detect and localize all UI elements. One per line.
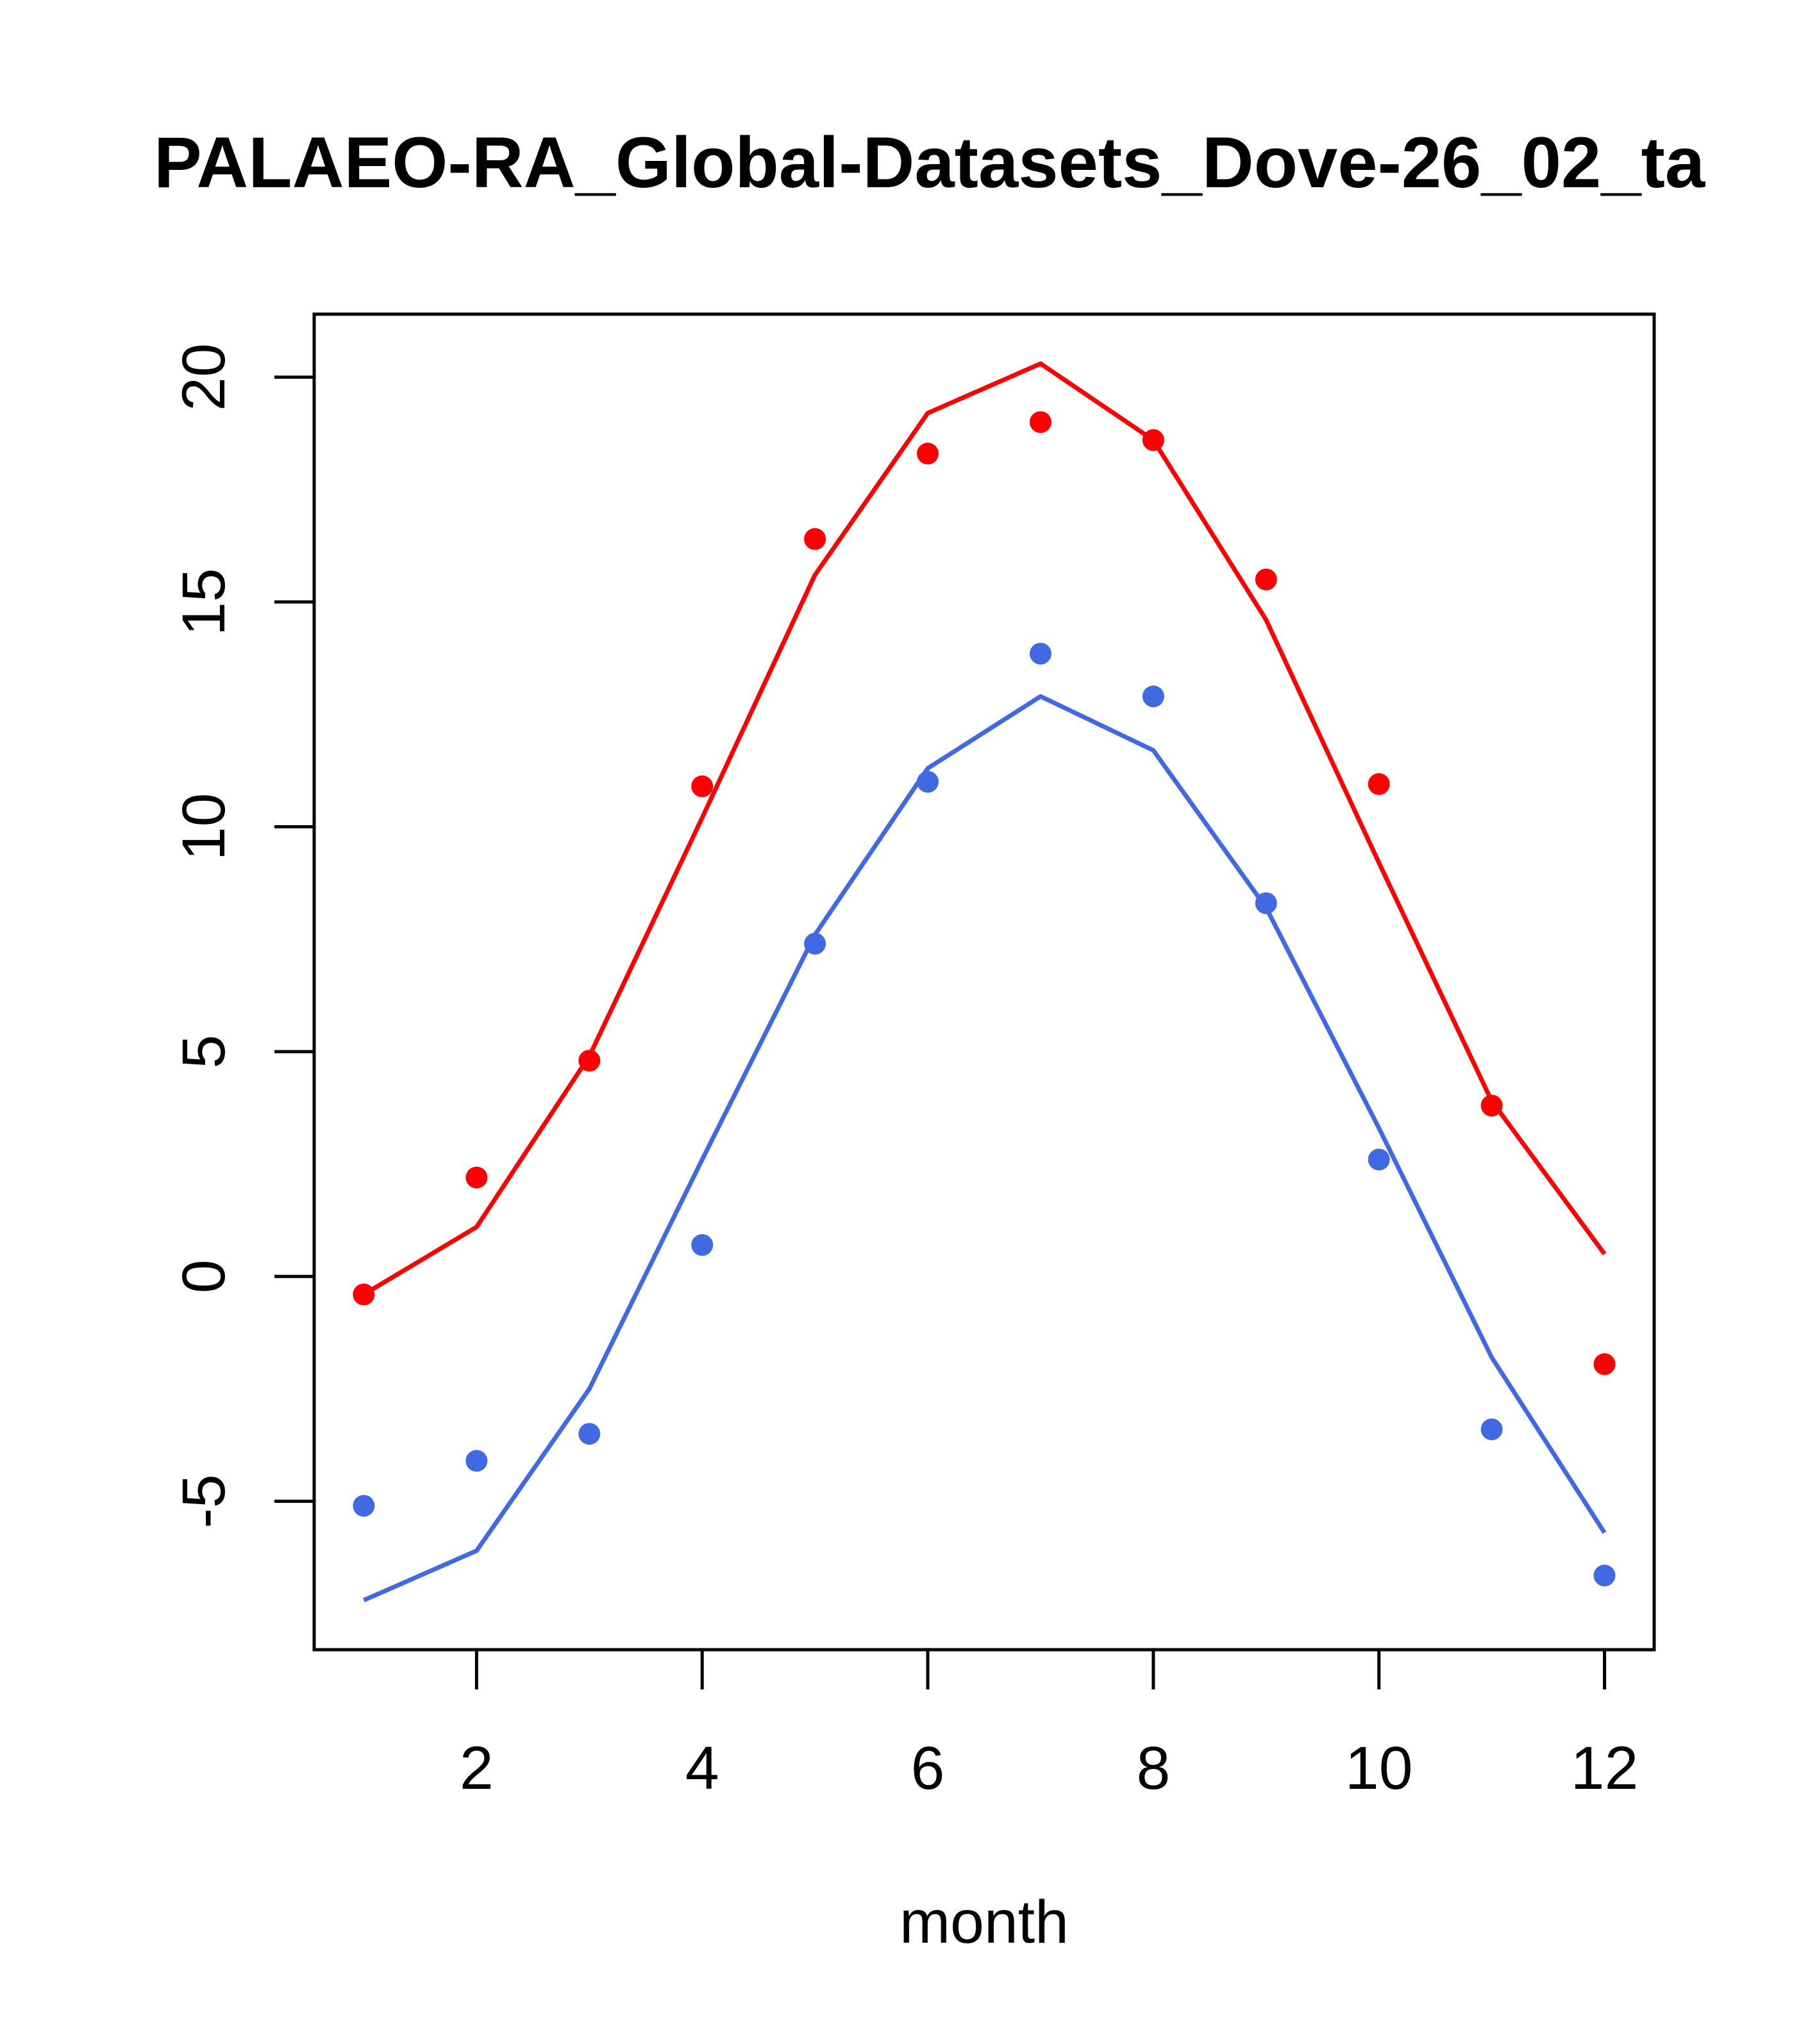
point-max-points bbox=[691, 775, 714, 798]
point-max-points bbox=[1368, 773, 1390, 795]
point-min-points bbox=[353, 1495, 375, 1517]
point-max-points bbox=[1255, 568, 1277, 591]
point-max-points bbox=[917, 442, 939, 465]
point-min-points bbox=[804, 932, 826, 955]
point-min-points bbox=[1480, 1418, 1503, 1441]
y-tick-label: 0 bbox=[170, 1259, 238, 1293]
point-max-points bbox=[1480, 1094, 1503, 1117]
chart-title: PALAEO-RA_Global-Datasets_Dove-26_02_ta bbox=[154, 122, 1705, 203]
y-tick-label: -5 bbox=[170, 1474, 238, 1528]
series-layer bbox=[353, 361, 1616, 1603]
point-min-points bbox=[1368, 1148, 1390, 1171]
x-axis: 2 4 6 8 10 12 bbox=[460, 1648, 1639, 1802]
point-min-points bbox=[1142, 685, 1164, 708]
series-min-line bbox=[363, 694, 1607, 1603]
y-axis: -5 0 5 10 15 20 bbox=[170, 343, 316, 1529]
point-min-points bbox=[465, 1450, 488, 1472]
point-min-points bbox=[691, 1234, 714, 1256]
x-tick-label: 2 bbox=[460, 1734, 494, 1802]
point-max-points bbox=[1593, 1353, 1616, 1375]
point-min-points bbox=[917, 771, 939, 793]
x-tick-label: 10 bbox=[1345, 1734, 1413, 1802]
point-max-points bbox=[353, 1283, 375, 1305]
point-max-points bbox=[1142, 429, 1164, 451]
point-max-points bbox=[1029, 411, 1051, 433]
x-tick-label: 8 bbox=[1136, 1734, 1170, 1802]
point-min-points bbox=[1593, 1564, 1616, 1587]
x-tick-label: 4 bbox=[685, 1734, 719, 1802]
y-tick-label: 10 bbox=[170, 793, 238, 861]
point-min-points bbox=[1029, 642, 1051, 665]
x-tick-label: 6 bbox=[911, 1734, 945, 1802]
point-max-points bbox=[804, 528, 826, 550]
x-axis-label: month bbox=[900, 1888, 1069, 1956]
point-max-points bbox=[465, 1166, 488, 1189]
point-min-points bbox=[578, 1423, 601, 1445]
x-tick-label: 12 bbox=[1571, 1734, 1639, 1802]
series-max-line bbox=[362, 361, 1607, 1296]
point-max-points bbox=[578, 1050, 601, 1072]
point-min-points bbox=[1255, 892, 1277, 914]
y-tick-label: 5 bbox=[170, 1035, 238, 1069]
y-tick-label: 15 bbox=[170, 568, 238, 636]
y-tick-label: 20 bbox=[170, 343, 238, 411]
